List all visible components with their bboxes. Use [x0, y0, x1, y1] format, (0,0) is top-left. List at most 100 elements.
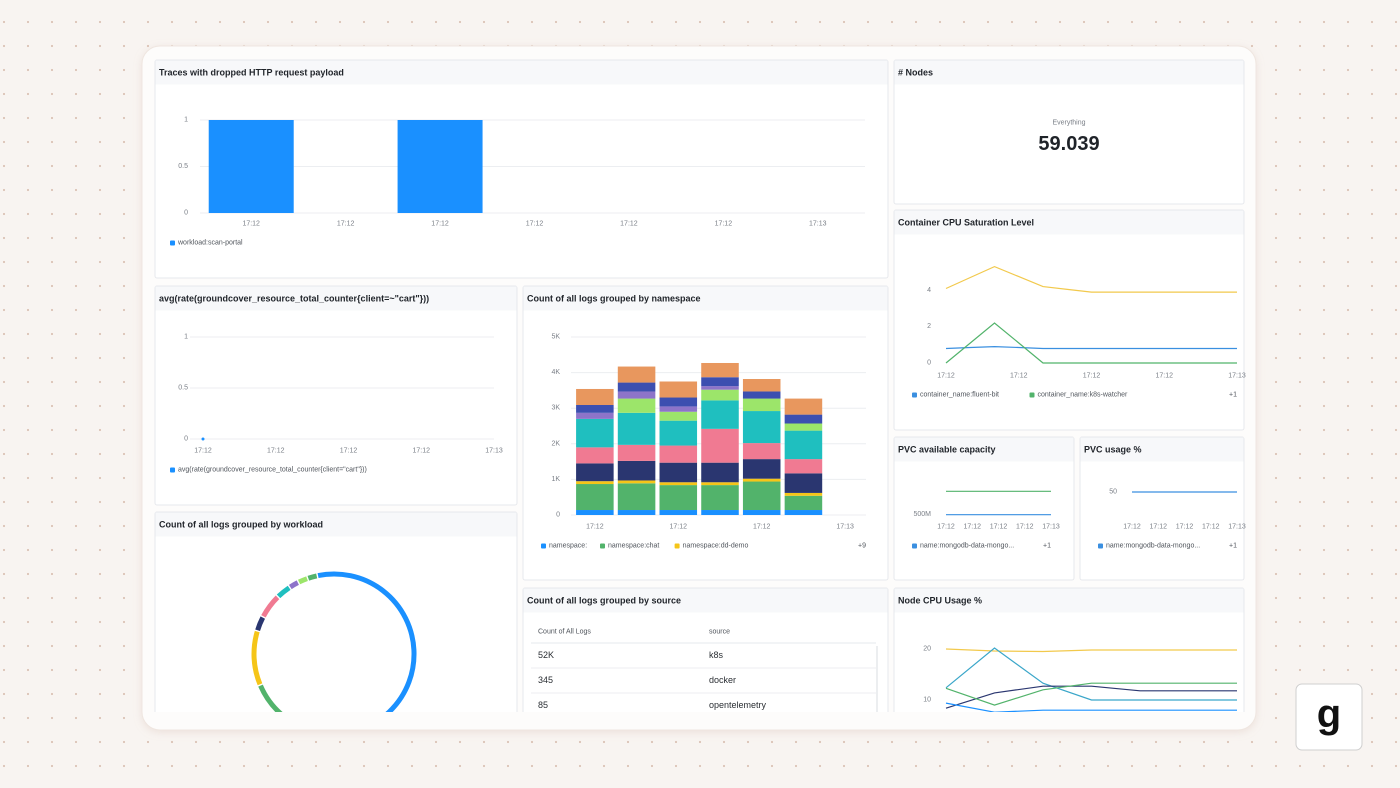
line	[945, 702, 1237, 712]
y-tick-label: 0	[556, 512, 560, 519]
panel-title: Count of all logs grouped by namespace	[527, 294, 701, 304]
panel	[1079, 436, 1245, 581]
x-tick-label: 17:12	[963, 524, 981, 531]
bar-segment	[701, 482, 739, 486]
panel-header	[894, 210, 1244, 235]
panel-title: avg(rate(groundcover_resource_total_coun…	[159, 294, 429, 304]
y-tick-label: 4	[927, 287, 931, 294]
panel	[893, 587, 1245, 712]
x-tick-label: 17:13	[485, 448, 503, 455]
table-cell: opentelemetry	[709, 700, 767, 710]
panel	[893, 436, 1075, 581]
x-tick-label: 17:12	[670, 524, 688, 531]
bar-segment	[617, 460, 656, 481]
bar-segment	[208, 120, 294, 213]
dashboard: Traces with dropped HTTP request payload…	[154, 59, 1246, 712]
y-tick-label: 0.5	[178, 385, 188, 392]
bar-segment	[784, 510, 823, 515]
bar-segment	[701, 485, 739, 511]
legend-more: +1	[1229, 543, 1237, 550]
line	[945, 685, 1237, 709]
y-tick-label: 0	[184, 210, 188, 217]
legend-label: name:mongodb-data-mongo...	[920, 543, 1014, 550]
x-tick-label: 17:12	[1202, 524, 1220, 531]
bar-segment	[701, 377, 739, 387]
y-tick-label: 2K	[551, 440, 560, 447]
x-tick-label: 17:13	[836, 524, 854, 531]
bar-segment	[617, 398, 656, 413]
y-tick-label: 1	[184, 334, 188, 341]
legend-label: workload:scan-portal	[177, 240, 243, 247]
bar-segment	[659, 420, 698, 446]
panel-title: Count of all logs grouped by source	[527, 596, 681, 606]
bar-segment	[742, 411, 781, 444]
donut-segment	[307, 573, 318, 581]
panel-header	[1080, 437, 1244, 462]
donut-segment	[288, 580, 299, 590]
y-tick-label: 50	[1109, 489, 1117, 496]
legend-more: +1	[1229, 392, 1237, 399]
bar-segment	[701, 400, 739, 429]
y-tick-label: 1K	[551, 476, 560, 483]
bar-segment	[617, 444, 656, 461]
bar-segment	[742, 443, 781, 460]
bar-segment	[659, 381, 698, 398]
bar-segment	[784, 414, 823, 424]
panel-header	[523, 286, 888, 311]
bar-segment	[742, 478, 781, 482]
y-tick-label: 20	[923, 646, 931, 653]
bar-segment	[784, 430, 823, 460]
line	[945, 322, 1237, 364]
bar-segment	[701, 510, 739, 515]
x-tick-label: 17:12	[1010, 373, 1028, 380]
legend-swatch	[541, 543, 546, 549]
x-tick-label: 17:12	[937, 373, 955, 380]
panel	[893, 59, 1245, 205]
donut-segment	[258, 684, 283, 712]
bar-segment	[659, 510, 698, 515]
legend-swatch	[170, 240, 175, 246]
panel-header	[155, 286, 517, 311]
bar-segment	[576, 412, 614, 419]
bar-segment	[659, 411, 698, 421]
bar-segment	[659, 462, 698, 483]
y-tick-label: 2	[927, 323, 931, 330]
bar-segment	[742, 391, 781, 399]
logo-box[interactable]	[1295, 683, 1363, 751]
line	[945, 345, 1237, 350]
bar-segment	[617, 382, 656, 392]
table-cell: docker	[709, 675, 736, 685]
bar-segment	[617, 510, 656, 515]
bar-segment	[784, 473, 823, 493]
x-tick-label: 17:12	[753, 524, 771, 531]
x-tick-label: 17:12	[586, 524, 604, 531]
y-tick-label: 0	[927, 360, 931, 367]
x-tick-label: 17:13	[1228, 524, 1246, 531]
stat-label: Everything	[1052, 120, 1085, 127]
logo[interactable]: g	[1317, 692, 1341, 736]
bar-segment	[576, 463, 614, 482]
bar-segment	[701, 362, 739, 378]
table-cell: 52K	[538, 650, 554, 660]
panel-title: PVC available capacity	[898, 445, 996, 455]
legend-label: namespace:chat	[608, 543, 659, 550]
line	[945, 265, 1237, 293]
donut-segment	[251, 630, 263, 686]
legend-label: avg(rate(groundcover_resource_total_coun…	[178, 467, 367, 474]
y-tick-label: 4K	[551, 369, 560, 376]
legend-label: namespace:dd-demo	[683, 543, 749, 550]
legend-label: container_name:fluent-bit	[920, 392, 999, 399]
donut-segment	[317, 571, 417, 712]
donut-segment	[255, 616, 266, 631]
y-tick-label: 10	[923, 697, 931, 704]
panel	[154, 285, 518, 506]
bar-segment	[701, 462, 739, 483]
bar-segment	[659, 406, 698, 412]
bar-segment	[617, 480, 656, 484]
bar-segment	[784, 398, 823, 415]
x-tick-label: 17:12	[267, 448, 285, 455]
bar-segment	[784, 492, 823, 496]
bar-segment	[701, 428, 739, 463]
panel-title: # Nodes	[898, 68, 933, 78]
panel-title: Traces with dropped HTTP request payload	[159, 68, 344, 78]
